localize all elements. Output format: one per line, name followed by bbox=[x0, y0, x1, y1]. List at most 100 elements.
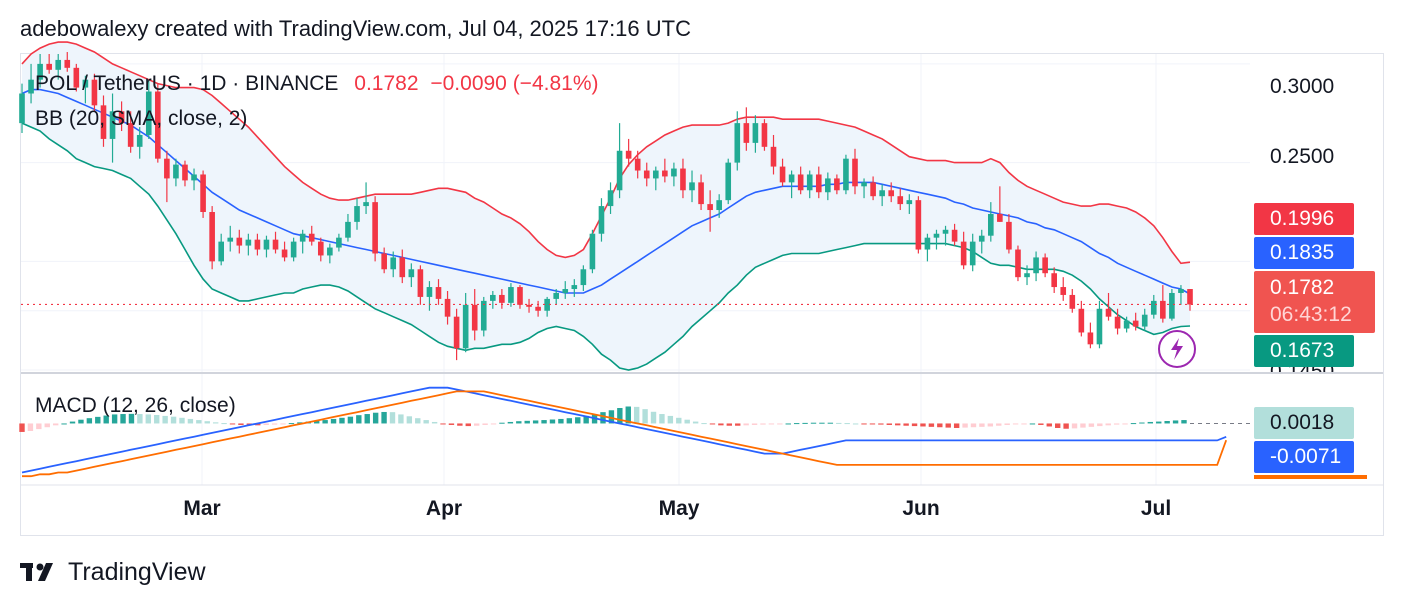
macd-histogram-bar bbox=[179, 417, 185, 424]
candle-body bbox=[535, 306, 541, 311]
candle-body bbox=[64, 59, 71, 68]
macd-histogram-bar bbox=[1004, 423, 1010, 425]
candle-body bbox=[19, 93, 25, 124]
macd-histogram-bar bbox=[962, 423, 968, 428]
candle-body bbox=[453, 316, 460, 349]
macd-histogram-bar bbox=[381, 411, 387, 424]
bollinger-basis-line bbox=[21, 88, 1191, 295]
candle-body bbox=[37, 63, 43, 80]
macd-histogram-bar bbox=[330, 418, 337, 424]
macd-histogram-bar bbox=[297, 422, 303, 424]
macd-histogram-bar bbox=[516, 421, 522, 424]
bollinger-lower-line bbox=[21, 122, 1191, 371]
macd-histogram-bar bbox=[263, 423, 269, 425]
candle-body bbox=[1024, 273, 1030, 278]
macd-histogram-bar bbox=[878, 423, 884, 425]
bollinger-band-fill bbox=[22, 42, 1190, 370]
candle-body bbox=[354, 206, 360, 222]
bb-basis-badge: 0.1835 bbox=[1254, 237, 1354, 269]
macd-histogram-bar bbox=[389, 412, 396, 424]
macd-histogram-bar bbox=[928, 423, 935, 427]
candle-body bbox=[118, 111, 125, 124]
macd-histogram-bar bbox=[19, 423, 25, 432]
candle-body bbox=[716, 200, 722, 211]
macd-histogram-bar bbox=[617, 408, 623, 424]
bb-upper-badge: 0.1996 bbox=[1254, 203, 1354, 235]
candle-body bbox=[960, 241, 967, 266]
candle-body bbox=[490, 294, 496, 301]
candle-body bbox=[888, 190, 895, 197]
bollinger-lines bbox=[21, 41, 1191, 371]
candle-body bbox=[345, 221, 351, 238]
macd-line bbox=[21, 386, 1227, 474]
macd-histogram-bar bbox=[937, 423, 943, 428]
price-tick: 0.2500 bbox=[1270, 145, 1335, 168]
macd-histogram-bar bbox=[735, 423, 741, 426]
candle-body bbox=[1105, 308, 1112, 317]
candle-body bbox=[1141, 314, 1148, 327]
macd-histogram-bar bbox=[583, 415, 589, 424]
candle-body bbox=[879, 190, 885, 197]
candle-body bbox=[825, 178, 831, 193]
macd-histogram-bar bbox=[810, 422, 817, 424]
macd-histogram-bar bbox=[457, 423, 463, 426]
candle-body bbox=[1150, 300, 1157, 315]
macd-histogram-bar bbox=[1088, 423, 1095, 427]
candle-body bbox=[281, 249, 288, 258]
candle-body bbox=[571, 285, 578, 290]
macd-histogram-bar bbox=[61, 423, 67, 425]
candle-body bbox=[100, 105, 107, 139]
candle-body bbox=[752, 123, 759, 143]
macd-histogram-bar bbox=[819, 422, 825, 424]
macd-histogram-bar bbox=[44, 423, 50, 428]
candle-body bbox=[652, 170, 659, 179]
macd-histogram-bar bbox=[221, 423, 227, 425]
candle-body bbox=[164, 158, 170, 179]
candle-body bbox=[55, 59, 62, 70]
macd-histogram-bar bbox=[347, 416, 354, 424]
macd-histogram-bar bbox=[103, 415, 109, 424]
candle-body bbox=[182, 164, 188, 181]
candle-body bbox=[1123, 320, 1130, 329]
candle-body bbox=[508, 287, 514, 303]
candle-body bbox=[1160, 300, 1166, 319]
macd-histogram-bar bbox=[95, 416, 101, 424]
macd-histogram-bar bbox=[861, 423, 867, 425]
macd-histogram-bar bbox=[364, 414, 370, 424]
price-change: −0.0090 (−4.81%) bbox=[430, 72, 599, 95]
bollinger-band-area bbox=[22, 42, 1190, 370]
candle-body bbox=[1178, 289, 1184, 293]
candle-body bbox=[689, 182, 695, 191]
candle-body bbox=[444, 298, 451, 317]
macd-histogram-bar bbox=[768, 423, 775, 425]
candle-body bbox=[1169, 292, 1175, 319]
macd-histogram-bar bbox=[36, 423, 42, 430]
macd-histogram-bar bbox=[709, 423, 716, 425]
macd-histogram-bar bbox=[701, 423, 707, 425]
macd-histogram-bar bbox=[474, 423, 480, 426]
macd-histogram-bar bbox=[1071, 423, 1078, 429]
candle-body bbox=[870, 182, 876, 197]
candle-body bbox=[363, 202, 369, 207]
macd-histogram-bar bbox=[911, 423, 918, 427]
candle-body bbox=[1087, 332, 1094, 345]
lightning-icon[interactable] bbox=[1158, 330, 1196, 368]
macd-histogram-bar bbox=[575, 417, 581, 424]
macd-histogram-bar bbox=[128, 413, 135, 424]
macd-signal-line bbox=[22, 390, 1228, 478]
candle-body bbox=[906, 200, 913, 205]
candle-body bbox=[46, 63, 52, 70]
bb-lower-badge: 0.1673 bbox=[1254, 335, 1354, 367]
macd-histogram-bar bbox=[229, 423, 236, 425]
macd-histogram-bar bbox=[659, 414, 665, 424]
macd-histogram-bar bbox=[903, 423, 909, 426]
macd-histogram-bar bbox=[869, 423, 876, 425]
candle-body bbox=[625, 150, 632, 159]
candle-body bbox=[526, 304, 532, 307]
macd-histogram-bar bbox=[1122, 423, 1128, 425]
macd-histogram-bar bbox=[1080, 423, 1086, 428]
candle-body bbox=[173, 164, 179, 179]
macd-histogram-bar bbox=[27, 423, 34, 431]
macd-histogram-bar bbox=[415, 418, 421, 424]
candle-body bbox=[127, 123, 134, 147]
